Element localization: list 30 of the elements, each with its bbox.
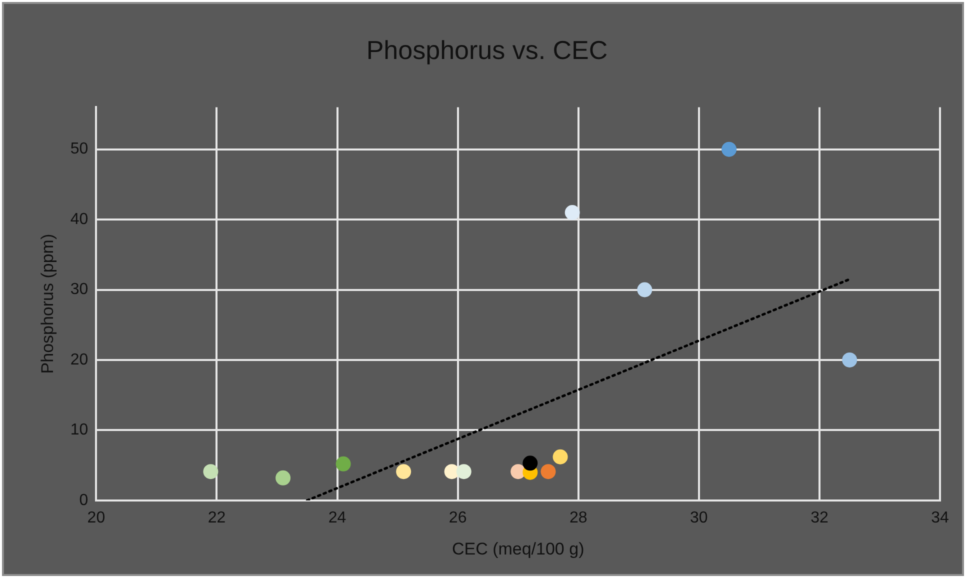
y-tick-label: 30	[70, 281, 88, 298]
y-tick-label: 20	[70, 351, 88, 368]
point	[842, 352, 858, 368]
point	[336, 456, 351, 472]
point	[722, 142, 737, 157]
x-tick-label: 22	[208, 509, 226, 526]
y-tick-label: 10	[70, 422, 88, 439]
point	[564, 205, 580, 220]
y-tick-label: 40	[70, 210, 88, 228]
x-tick-label: 34	[931, 509, 949, 526]
y-tick-label: 50	[70, 140, 88, 158]
y-tick-label: 0	[79, 492, 88, 509]
point	[522, 456, 538, 471]
point	[510, 464, 526, 480]
x-tick-label: 32	[810, 509, 828, 526]
x-tick-label: 30	[690, 509, 708, 526]
point	[203, 464, 218, 480]
x-tick-label: 28	[569, 509, 588, 526]
chart-title: Phosphorus vs. CEC	[366, 34, 608, 65]
y-axis-title: Phosphorus (ppm)	[38, 234, 57, 374]
point	[456, 464, 472, 480]
point	[396, 464, 412, 480]
point	[276, 470, 291, 486]
point	[552, 449, 568, 464]
x-tick-label: 24	[328, 509, 346, 526]
x-axis-title: CEC (meq/100 g)	[452, 539, 584, 558]
x-tick-label: 26	[448, 509, 467, 526]
x-tick-label: 20	[87, 509, 106, 526]
point	[540, 464, 556, 480]
point	[637, 282, 652, 298]
